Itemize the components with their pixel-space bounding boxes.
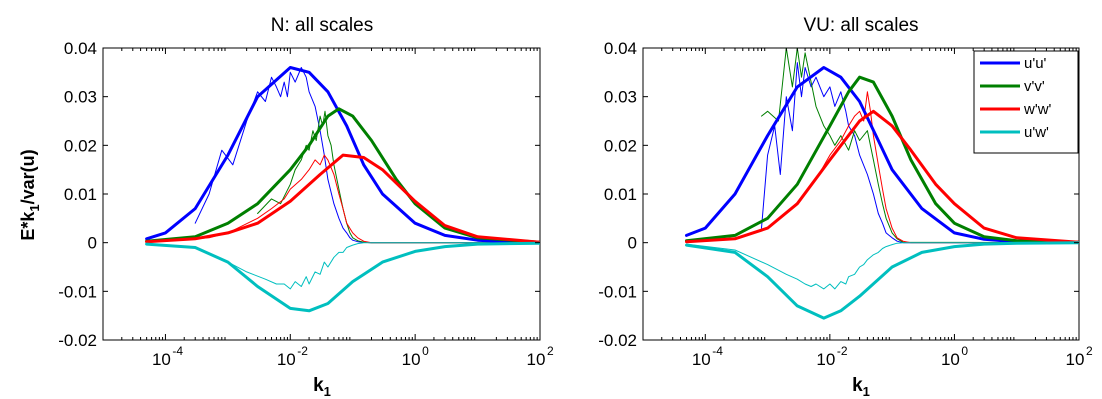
y-tick-label: 0.03 — [64, 88, 97, 107]
x-tick-exponent: -4 — [172, 344, 183, 358]
series-uw-model-line — [685, 241, 1079, 320]
panel-title: N: all scales — [271, 15, 373, 36]
y-tick-label: 0.04 — [604, 39, 637, 58]
legend-label-ww: w'w' — [1023, 101, 1052, 118]
x-tick-label: 10 — [692, 350, 711, 369]
series-uu-measured-line — [761, 62, 1079, 244]
panel-n-all-scales: N: all scales -0.02 -0.01 0 0.01 0.02 0.03 0.0… — [18, 15, 554, 399]
y-tick-label: 0 — [88, 234, 97, 253]
legend-box — [973, 50, 1079, 154]
x-tick-exponent: -2 — [297, 344, 308, 358]
x-tick-label: 10 — [402, 350, 421, 369]
x-axis-label: k1 — [313, 375, 331, 399]
x-tick-exponent: -2 — [837, 344, 848, 358]
x-tick-exponent: 0 — [422, 344, 429, 358]
series-uu-model-line — [685, 66, 1079, 244]
series-vv-measured-line — [761, 48, 1079, 244]
series-ww-model-line — [685, 109, 1079, 244]
legend: u'u' v'v' w'w' u'w' — [973, 50, 1079, 154]
y-axis-label: E*k1/var(u) — [18, 149, 42, 240]
series-uw-measured-line — [686, 242, 1079, 290]
y-tick-label: 0.02 — [64, 136, 97, 155]
x-tick-label: 10 — [1066, 350, 1085, 369]
series-uw-model-line — [145, 241, 540, 313]
x-tick-label: 10 — [527, 350, 546, 369]
series-ww-measured-line — [767, 91, 1079, 244]
x-axis-label: k1 — [852, 375, 870, 399]
x-tick-label: 10 — [816, 350, 835, 369]
panel-title: VU: all scales — [803, 15, 918, 36]
series-ww-model-line — [145, 153, 540, 244]
x-tick-label: 10 — [277, 350, 296, 369]
series-ww-measured-line — [164, 154, 540, 244]
legend-label-vv: v'v' — [1024, 78, 1045, 95]
y-tick-label: -0.01 — [58, 282, 97, 301]
y-tick-label: 0.04 — [64, 39, 97, 58]
series-vv-measured-line — [257, 110, 540, 244]
y-tick-label: 0 — [628, 234, 637, 253]
series-layer — [685, 48, 1079, 320]
series-vv-model-line — [685, 75, 1079, 244]
y-tick-label: 0.01 — [64, 185, 97, 204]
x-tick-exponent: 2 — [1086, 344, 1093, 358]
y-tick-label: -0.01 — [598, 282, 637, 301]
panel-vu-all-scales: VU: all scales -0.02 -0.01 0 0.01 0.02 0.03 0.… — [598, 15, 1093, 399]
x-tick-label: 10 — [152, 350, 171, 369]
y-tick-label: -0.02 — [58, 331, 97, 350]
x-tick-label: 10 — [941, 350, 960, 369]
x-tick-exponent: -4 — [712, 344, 723, 358]
y-tick-label: -0.02 — [598, 331, 637, 350]
series-vv-model-line — [145, 107, 540, 244]
series-uw-measured-line — [146, 242, 540, 290]
legend-label-uu: u'u' — [1024, 55, 1047, 72]
series-layer — [145, 66, 540, 313]
y-tick-label: 0.01 — [604, 185, 637, 204]
y-tick-label: 0.02 — [604, 136, 637, 155]
y-tick-label: 0.03 — [604, 88, 637, 107]
x-tick-exponent: 2 — [547, 344, 554, 358]
x-tick-exponent: 0 — [961, 344, 968, 358]
legend-label-uw: u'w' — [1024, 124, 1049, 141]
series-uu-measured-line — [194, 67, 540, 244]
